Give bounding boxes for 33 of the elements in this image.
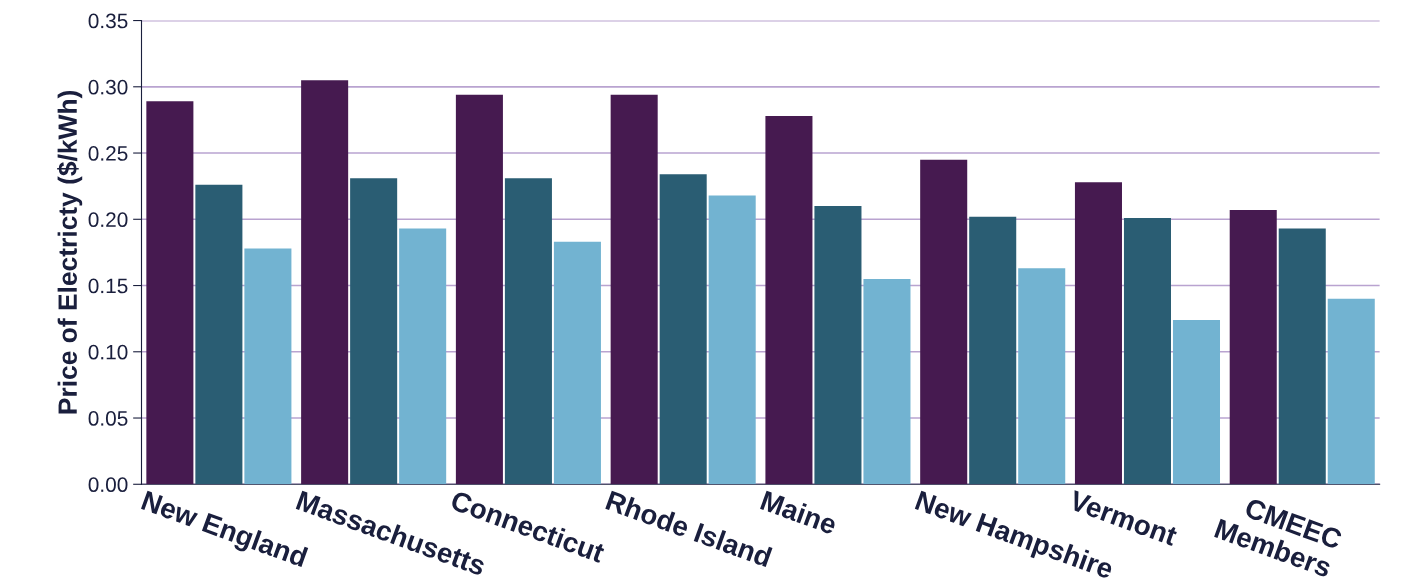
bar — [610, 94, 658, 485]
bar — [765, 115, 813, 485]
bar — [1327, 298, 1375, 485]
bar — [814, 206, 862, 485]
bar — [350, 178, 398, 485]
y-tick-label: 0.15 — [88, 278, 128, 294]
bar — [399, 228, 447, 485]
y-axis-title: Price of Electricty ($/kWh) — [57, 90, 83, 414]
y-tick-label: 0.35 — [88, 13, 128, 29]
bar — [195, 184, 243, 485]
bar — [1172, 319, 1221, 485]
bar — [1278, 228, 1326, 485]
bar — [1123, 217, 1171, 485]
bar — [659, 174, 707, 485]
bar — [863, 278, 911, 485]
bar — [1074, 182, 1122, 485]
y-tick-label: 0.10 — [88, 344, 128, 360]
y-tick-label: 0.30 — [88, 79, 128, 95]
y-tick-label: 0.00 — [88, 477, 128, 493]
bar — [146, 101, 194, 485]
bar — [455, 94, 503, 485]
bar — [708, 195, 756, 485]
bar — [969, 216, 1017, 485]
bar — [301, 80, 349, 485]
bar — [553, 241, 601, 485]
bar — [920, 159, 968, 485]
bar — [1229, 210, 1277, 485]
bar — [504, 178, 552, 485]
y-tick-label: 0.20 — [88, 212, 128, 228]
bar — [244, 248, 292, 485]
y-tick-label: 0.05 — [88, 411, 128, 426]
y-tick-label: 0.25 — [88, 146, 128, 161]
bar — [1018, 268, 1066, 485]
